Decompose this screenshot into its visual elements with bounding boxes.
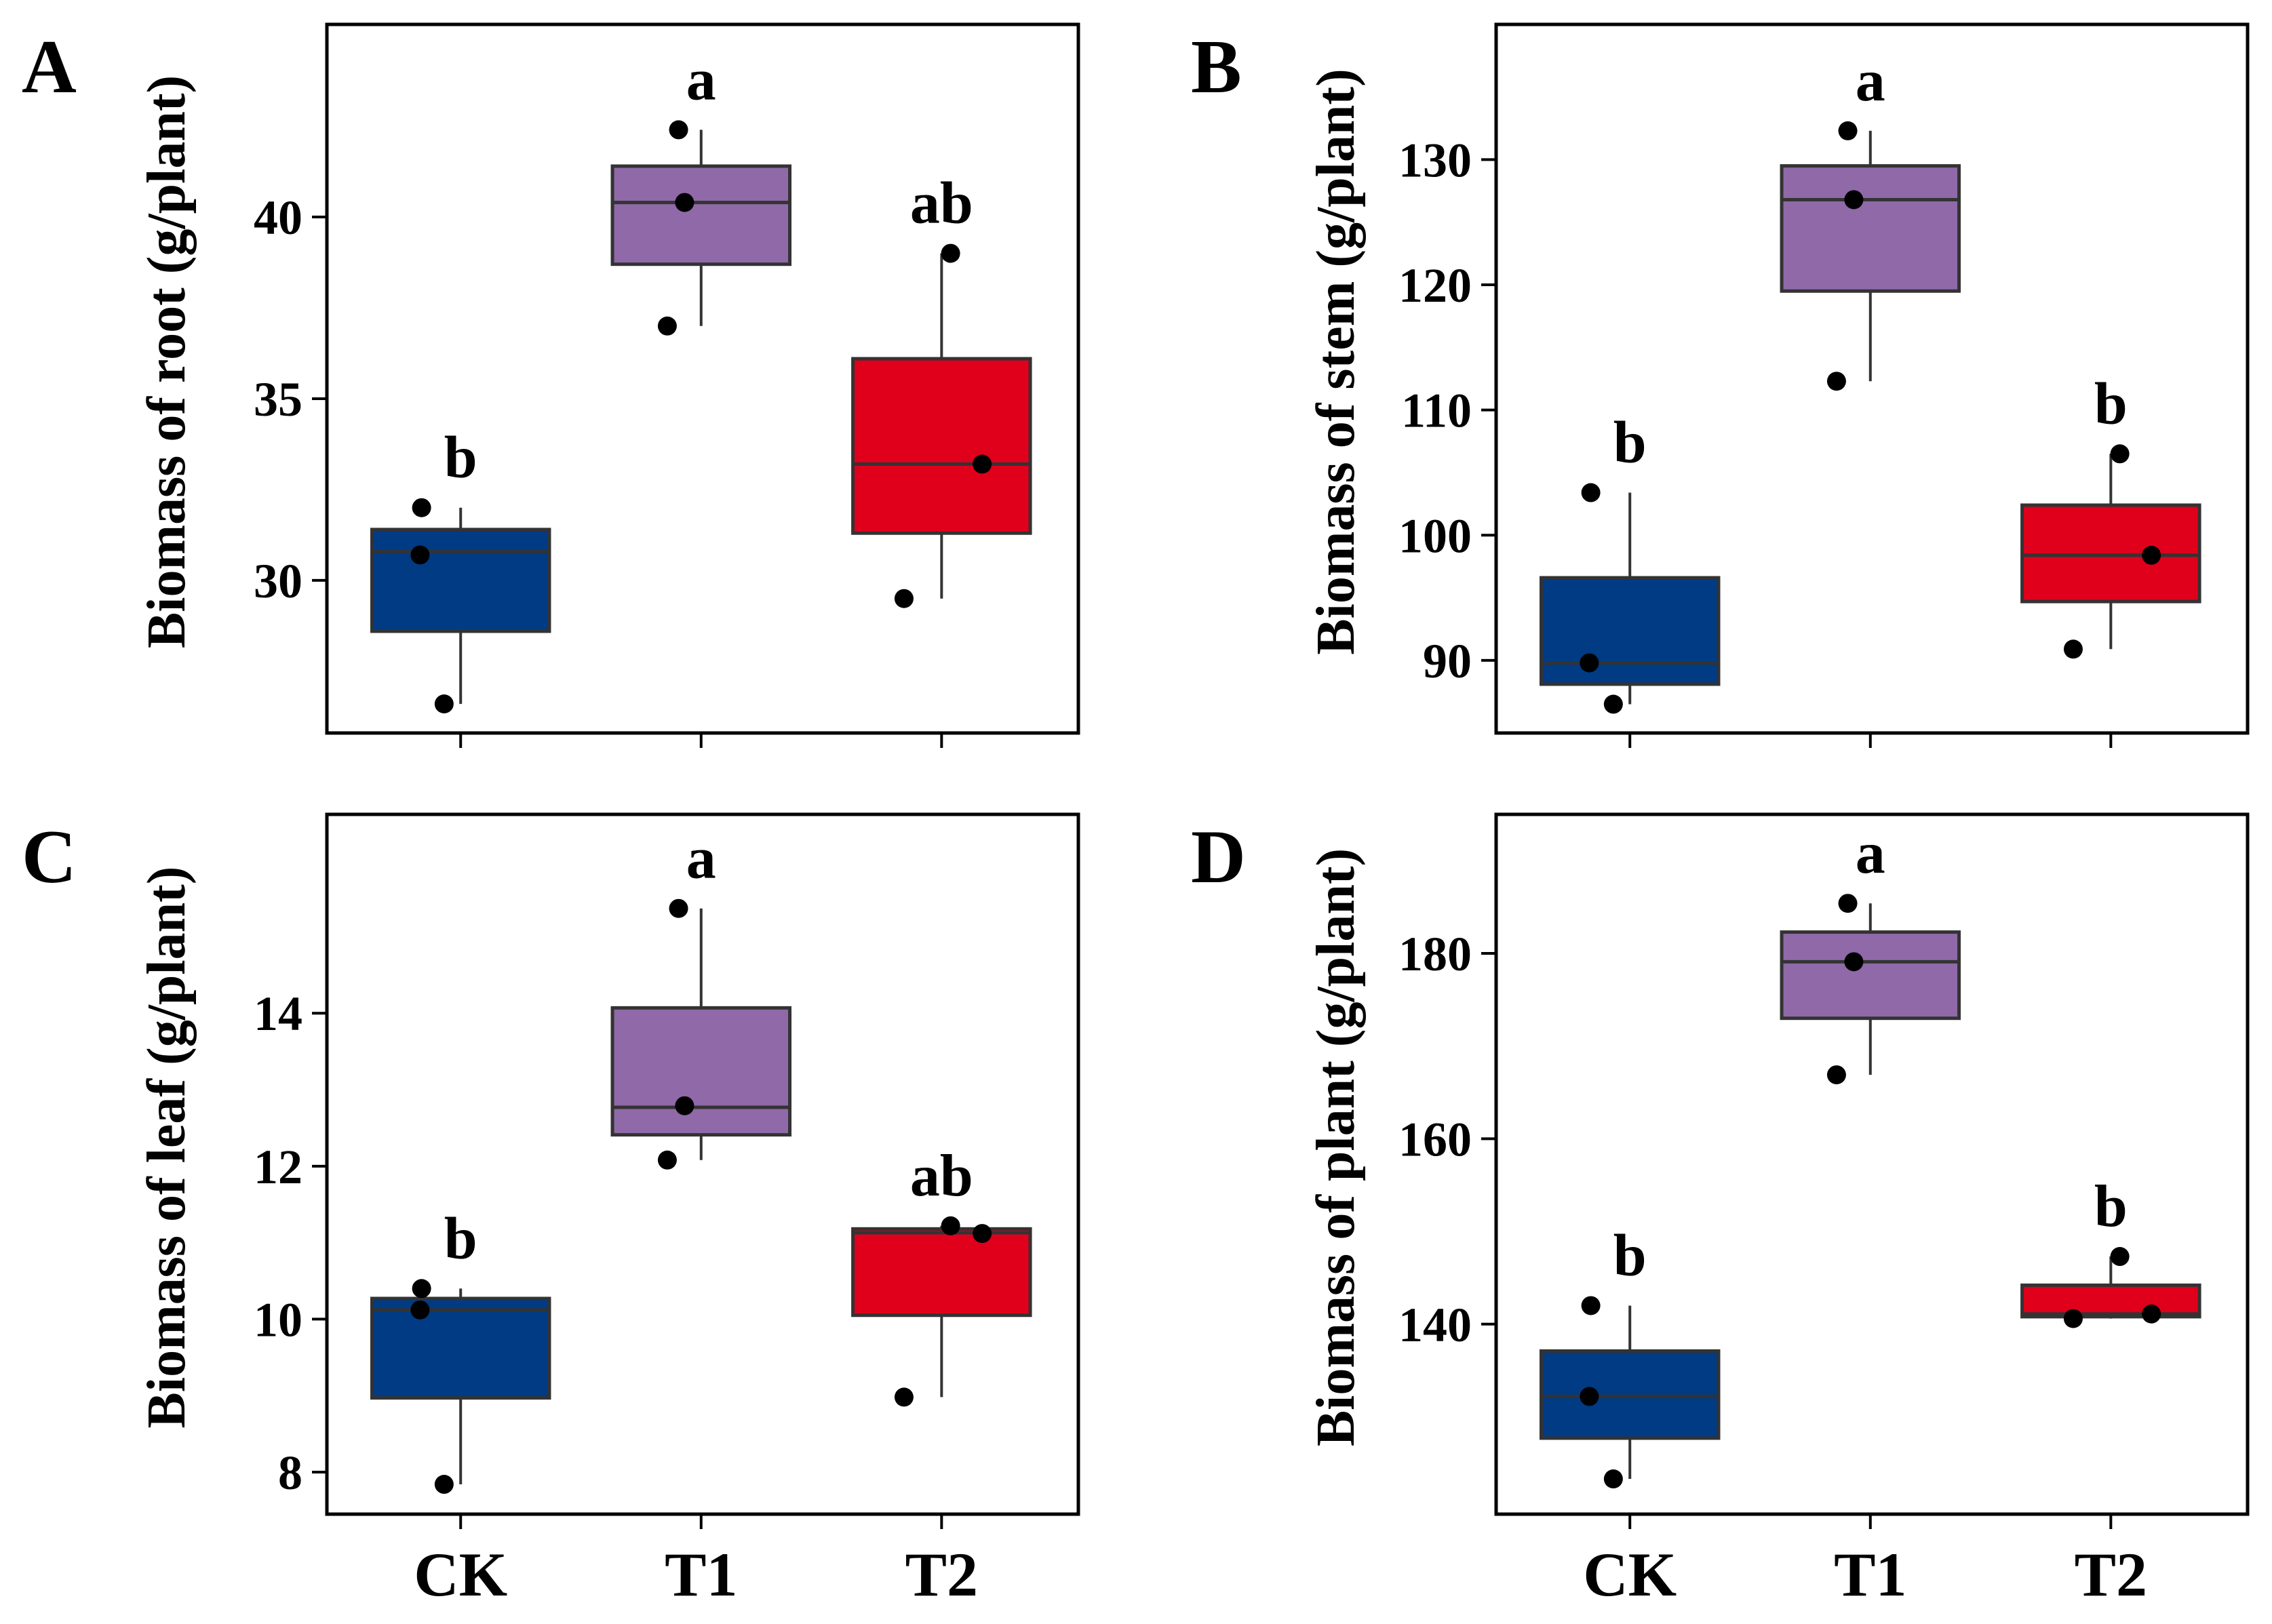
y-tick-label: 90 [1423, 634, 1472, 688]
data-point [675, 1096, 694, 1115]
data-point [894, 1387, 914, 1407]
y-tick-label: 8 [278, 1446, 302, 1500]
data-point [1581, 483, 1601, 502]
significance-letter: b [2094, 1174, 2128, 1240]
y-tick-label: 160 [1398, 1112, 1472, 1166]
plot-frame [1494, 22, 2250, 735]
y-tick-label: 12 [254, 1140, 302, 1194]
data-point [894, 589, 914, 608]
y-tick-label: 35 [254, 372, 302, 427]
data-point [2110, 1247, 2130, 1267]
box-t1 [1780, 164, 1961, 293]
y-tick-label: 110 [1401, 384, 1472, 438]
data-point [973, 454, 992, 474]
box-ck [370, 1296, 551, 1400]
panel-d: D Biomass of plant (g/plant) 140 160 180 CK T1… [1191, 812, 2250, 1609]
data-point [412, 498, 431, 517]
data-point [434, 1475, 454, 1494]
box-t2 [851, 1227, 1032, 1318]
y-tick-label: 130 [1398, 133, 1472, 187]
panel-letter: C [22, 815, 77, 899]
significance-letter: a [686, 826, 716, 892]
box-t1 [610, 164, 792, 266]
y-tick-label: 180 [1398, 927, 1472, 981]
x-tick-label: CK [1583, 1540, 1677, 1609]
box-t2 [851, 357, 1032, 535]
data-point [1603, 694, 1623, 714]
significance-letter: b [444, 1206, 477, 1271]
data-point [2063, 639, 2083, 659]
data-point [675, 193, 694, 212]
panel-letter: B [1191, 25, 1242, 109]
data-point [941, 243, 960, 263]
data-point [1580, 653, 1599, 673]
significance-letter: a [686, 47, 716, 113]
data-point [410, 545, 430, 565]
significance-letter: ab [910, 1143, 973, 1209]
data-point [2063, 1309, 2083, 1328]
significance-letter: a [1856, 820, 1885, 886]
box-t1 [1780, 930, 1961, 1021]
data-point [657, 316, 677, 336]
data-point [434, 694, 454, 714]
panel-letter: A [22, 25, 77, 109]
y-tick-label: 100 [1398, 509, 1472, 563]
data-point [2142, 1304, 2161, 1324]
y-axis-title: Biomass of leaf (g/plant) [137, 867, 197, 1429]
data-point [1838, 121, 1858, 140]
y-tick-label: 40 [254, 191, 302, 245]
significance-letter: b [1613, 410, 1647, 476]
x-tick-label: CK [414, 1540, 507, 1609]
x-tick-label: T1 [1834, 1540, 1906, 1609]
x-tick-label: T2 [2075, 1540, 2147, 1609]
y-tick-label: 30 [254, 554, 302, 608]
panel-letter: D [1191, 815, 1246, 899]
data-point [1826, 1065, 1846, 1085]
y-axis-title: Biomass of root (g/plant) [137, 75, 197, 648]
data-point [2110, 444, 2130, 464]
box-t2 [2020, 503, 2201, 603]
panel-c: C Biomass of leaf (g/plant) 8 10 12 14 CK T1 T2 b… [22, 812, 1080, 1609]
significance-letter: ab [910, 171, 973, 237]
y-tick-label: 10 [254, 1292, 302, 1347]
plot-frame [1494, 812, 2250, 1516]
box-ck [370, 528, 551, 633]
data-point [669, 120, 688, 140]
data-point [941, 1216, 960, 1235]
data-point [1826, 372, 1846, 391]
plot-frame [325, 812, 1080, 1516]
x-tick-label: T1 [665, 1540, 737, 1609]
significance-letter: b [1613, 1223, 1647, 1288]
data-point [657, 1150, 677, 1170]
data-point [412, 1279, 431, 1299]
significance-letter: b [444, 425, 477, 491]
y-tick-label: 120 [1398, 258, 1472, 313]
plot-frame [325, 22, 1080, 735]
y-axis-title: Biomass of stem (g/plant) [1306, 68, 1366, 654]
data-point [973, 1224, 992, 1244]
significance-letter: b [2094, 371, 2128, 437]
data-point [1581, 1296, 1601, 1315]
y-axis-title: Biomass of plant (g/plant) [1306, 848, 1366, 1446]
data-point [1844, 952, 1864, 972]
x-tick-label: T2 [905, 1540, 978, 1609]
data-point [1838, 894, 1858, 913]
data-point [1844, 190, 1864, 210]
panel-b: B Biomass of stem (g/plant) 90 100 110 120 130… [1191, 22, 2250, 748]
data-point [2142, 545, 2161, 565]
box-ck [1539, 1349, 1721, 1440]
data-point [1603, 1469, 1623, 1489]
panel-a: A Biomass of root (g/plant) 30 35 40 b a ab [22, 22, 1080, 748]
box-ck [1539, 576, 1721, 686]
box-t2 [2020, 1283, 2201, 1319]
data-point [1580, 1387, 1599, 1406]
data-point [669, 898, 688, 918]
y-tick-label: 140 [1398, 1298, 1472, 1352]
box-t1 [610, 1006, 792, 1137]
significance-letter: a [1856, 48, 1885, 114]
data-point [410, 1300, 430, 1320]
y-tick-label: 14 [254, 987, 302, 1041]
